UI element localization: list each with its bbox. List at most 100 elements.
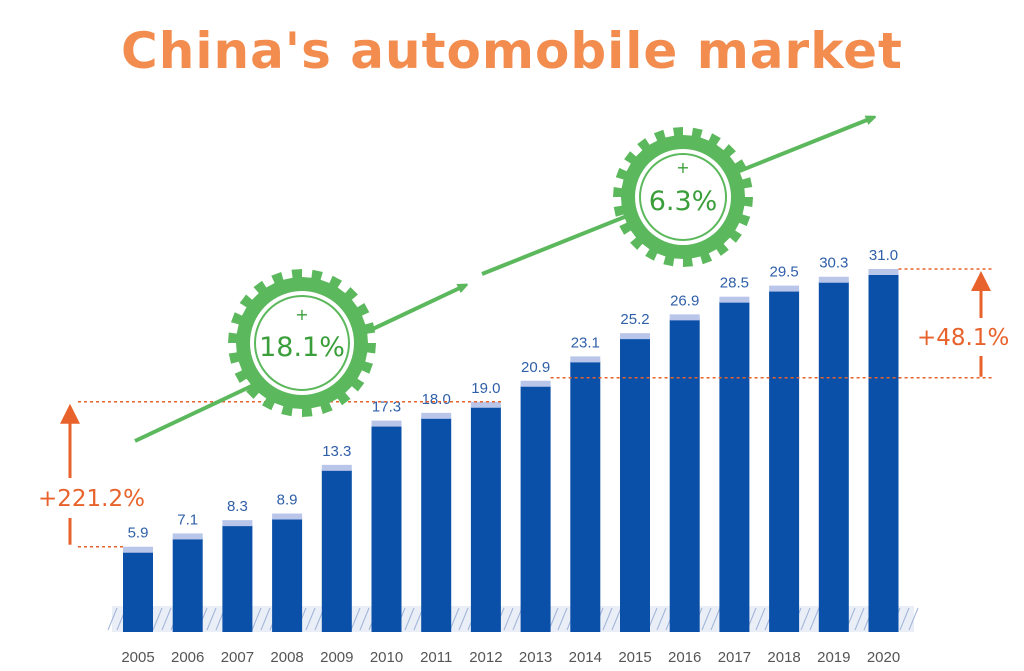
value-label-2017: 28.5 — [720, 275, 749, 292]
baseline-hatch — [602, 607, 613, 631]
bar-2012 — [470, 406, 501, 632]
value-label-2007: 8.3 — [227, 498, 248, 515]
value-label-2013: 20.9 — [521, 359, 550, 376]
bar-2011 — [421, 417, 452, 632]
bar-2018 — [769, 290, 800, 632]
baseline-hatch — [656, 607, 667, 631]
cagr-badge-1-plus: + — [295, 305, 308, 324]
tick-label-2011: 2011 — [420, 649, 452, 666]
cagr-badge-1-ring — [254, 295, 350, 391]
baseline-hatch — [854, 607, 865, 631]
value-label-2012: 19.0 — [471, 380, 500, 397]
cagr-badge-2-ring — [639, 153, 727, 241]
baseline-hatch — [899, 607, 910, 631]
bar-cap-2014 — [570, 356, 601, 363]
value-label-2016: 26.9 — [670, 292, 699, 309]
tick-label-2012: 2012 — [469, 649, 502, 666]
tick-label-2020: 2020 — [867, 649, 900, 666]
baseline-hatch — [260, 607, 271, 631]
value-label-2019: 30.3 — [819, 255, 848, 272]
baseline-hatch — [557, 607, 568, 631]
baseline-hatch — [503, 607, 514, 631]
value-label-2015: 25.2 — [620, 311, 649, 328]
baseline-hatch — [350, 607, 361, 631]
tick-label-2014: 2014 — [569, 649, 602, 666]
bar-2015 — [620, 338, 650, 632]
tick-label-2019: 2019 — [817, 649, 850, 666]
baseline-hatch — [161, 607, 172, 631]
bar-2010 — [371, 425, 402, 632]
growth-label-left: +221.2% — [38, 486, 145, 512]
baseline-hatch — [404, 607, 415, 631]
tick-label-2017: 2017 — [718, 649, 751, 666]
cagr-badge-2-inner — [635, 149, 731, 245]
value-label-2008: 8.9 — [277, 492, 298, 509]
annotations-group: +221.2% +48.1% +18.1% +6.3% — [38, 118, 1009, 548]
cagr-badge-1-value: 18.1% — [259, 332, 345, 363]
bar-2005 — [123, 551, 153, 632]
baseline-hatch — [755, 607, 766, 631]
value-label-2020: 31.0 — [869, 247, 898, 264]
tick-label-2015: 2015 — [618, 649, 651, 666]
bar-cap-2011 — [421, 412, 452, 419]
bar-cap-2008 — [272, 513, 303, 520]
baseline-hatch — [710, 607, 721, 631]
baseline-hatch — [251, 607, 262, 631]
baseline-hatch — [908, 607, 919, 631]
baseline-hatch — [152, 607, 163, 631]
bars-group: 5.9 2005 7.1 2006 8.3 2007 8.9 2008 13.3 2009 17.3… — [107, 247, 919, 666]
value-label-2006: 7.1 — [177, 511, 198, 528]
bar-cap-2015 — [620, 333, 650, 340]
tick-label-2009: 2009 — [320, 649, 353, 666]
bar-cap-2013 — [520, 380, 551, 387]
cagr-badge-1-inner — [250, 291, 354, 395]
baseline-hatch — [512, 607, 523, 631]
bar-2006 — [172, 538, 203, 632]
bar-cap-2009 — [321, 464, 352, 471]
tick-label-2018: 2018 — [767, 649, 800, 666]
tick-label-2010: 2010 — [370, 649, 403, 666]
bar-cap-2019 — [818, 276, 849, 283]
bar-2016 — [669, 319, 700, 632]
baseline-hatch — [359, 607, 370, 631]
bar-2017 — [719, 301, 750, 632]
baseline-hatch — [701, 607, 712, 631]
bar-2014 — [570, 361, 601, 632]
tick-label-2016: 2016 — [668, 649, 701, 666]
bar-cap-2018 — [769, 285, 800, 292]
bar-cap-2017 — [719, 296, 750, 303]
bar-2009 — [321, 469, 352, 632]
bar-cap-2006 — [172, 533, 203, 540]
page-title: China's automobile market — [121, 22, 903, 80]
growth-arrow-head-left — [60, 403, 80, 424]
bar-cap-2010 — [371, 420, 402, 427]
bar-cap-2007 — [222, 520, 253, 527]
bar-cap-2020 — [868, 269, 899, 275]
value-label-2010: 17.3 — [372, 399, 401, 416]
bar-cap-2016 — [669, 314, 700, 321]
value-label-2018: 29.5 — [769, 264, 798, 281]
value-label-2011: 18.0 — [422, 391, 451, 408]
tick-label-2006: 2006 — [171, 649, 204, 666]
value-label-2005: 5.9 — [128, 525, 149, 542]
tick-label-2008: 2008 — [270, 649, 303, 666]
bar-2007 — [222, 525, 253, 632]
tick-label-2005: 2005 — [121, 649, 154, 666]
cagr-badge-2-plus: + — [676, 158, 689, 177]
growth-arrow-head-right — [971, 271, 991, 291]
baseline-hatch — [107, 607, 118, 631]
baseline-hatch — [206, 607, 217, 631]
value-label-2009: 13.3 — [322, 443, 351, 460]
bar-2019 — [818, 281, 849, 632]
baseline-hatch — [449, 607, 460, 631]
baseline-hatch — [809, 607, 820, 631]
baseline-hatch — [458, 607, 469, 631]
cagr-badge-2-value: 6.3% — [649, 186, 718, 217]
bar-cap-2012 — [470, 401, 501, 408]
baseline-hatch — [305, 607, 316, 631]
bar-cap-2005 — [123, 546, 153, 553]
tick-label-2013: 2013 — [519, 649, 552, 666]
tick-label-2007: 2007 — [221, 649, 254, 666]
baseline-hatch — [611, 607, 622, 631]
